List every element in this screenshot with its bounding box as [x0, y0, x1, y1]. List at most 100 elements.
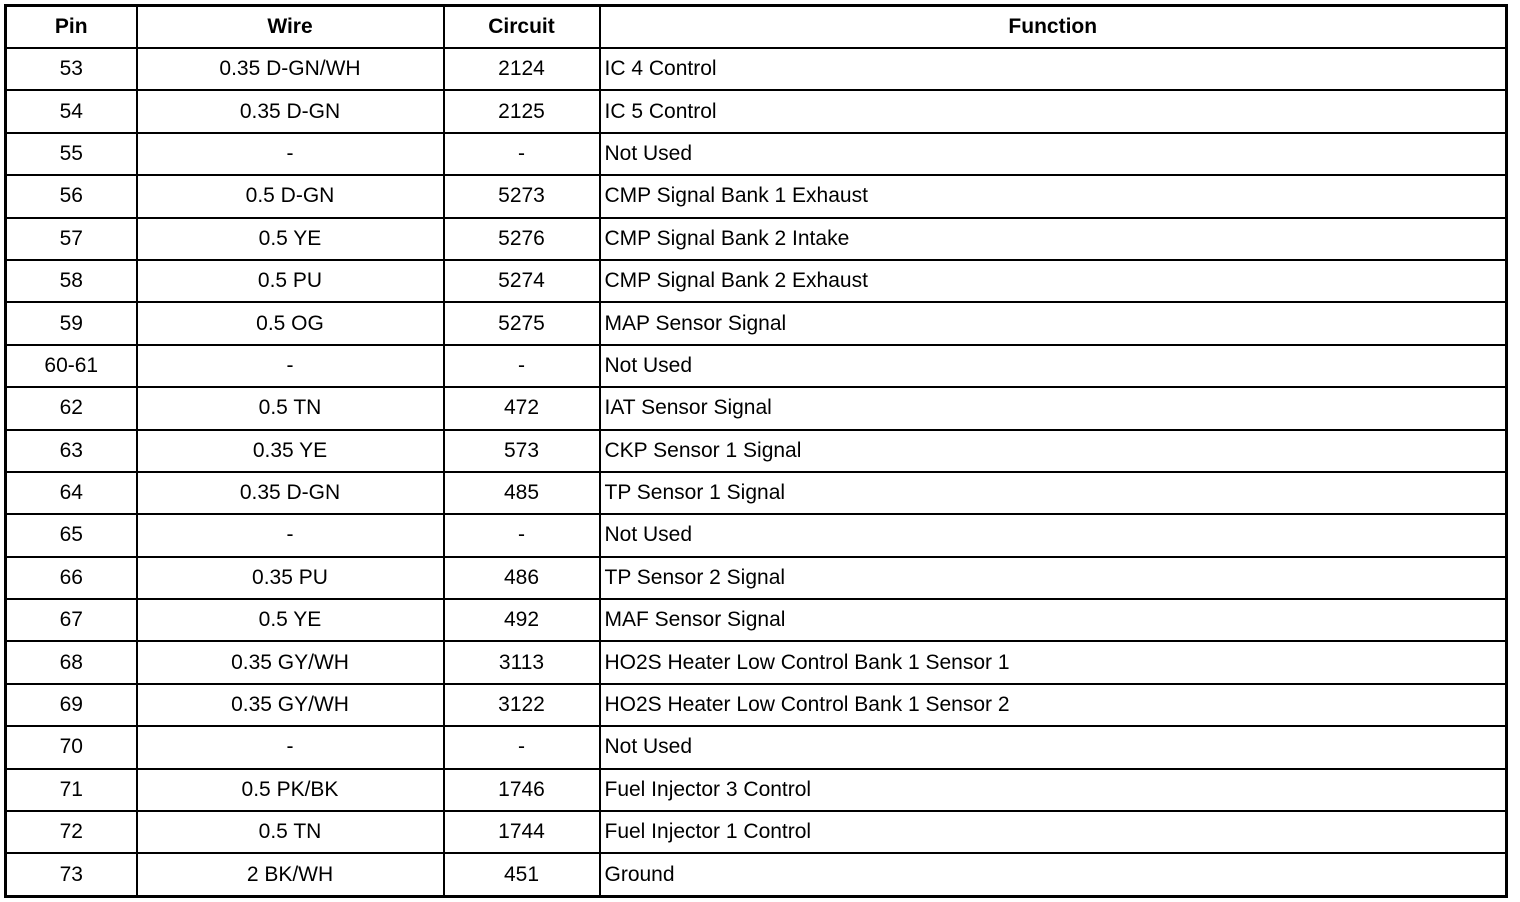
pin-cell: 63: [4, 428, 138, 473]
circuit-cell: -: [442, 131, 601, 177]
pin-cell: 55: [4, 131, 138, 177]
function-cell: Fuel Injector 1 Control: [598, 810, 1508, 855]
header-pin: Pin: [4, 4, 138, 49]
wire-cell: 0.5 OG: [135, 301, 445, 346]
pin-cell: 58: [4, 258, 138, 304]
function-cell: MAF Sensor Signal: [598, 598, 1508, 643]
function-cell: Not Used: [598, 725, 1508, 770]
circuit-cell: 472: [442, 386, 601, 431]
pin-cell: 56: [4, 174, 138, 219]
wire-cell: 0.5 TN: [135, 810, 445, 855]
wire-cell: 0.5 PU: [135, 258, 445, 304]
function-cell: Not Used: [598, 131, 1508, 177]
circuit-cell: -: [442, 513, 601, 558]
function-cell: CMP Signal Bank 2 Intake: [598, 216, 1508, 261]
circuit-cell: 573: [442, 428, 601, 473]
wire-cell: 0.35 D-GN: [135, 89, 445, 134]
wire-cell: 0.35 GY/WH: [135, 640, 445, 685]
table-row: 57 0.5 YE 5276 CMP Signal Bank 2 Intake: [4, 216, 1508, 261]
circuit-cell: 486: [442, 555, 601, 601]
table-row: 66 0.35 PU 486 TP Sensor 2 Signal: [4, 555, 1508, 601]
function-cell: Not Used: [598, 343, 1508, 389]
table-row: 70- - Not Used: [4, 725, 1508, 770]
table-row: 72 0.5 TN 1744 Fuel Injector 1 Control: [4, 810, 1508, 855]
circuit-cell: 5276: [442, 216, 601, 261]
pin-cell: 69: [4, 682, 138, 728]
pin-cell: 54: [4, 89, 138, 134]
pin-cell: 57: [4, 216, 138, 261]
table-row: 56 0.5 D-GN 5273 CMP Signal Bank 1 Exhaust: [4, 174, 1508, 219]
wire-cell: -: [135, 513, 445, 558]
function-cell: IC 4 Control: [598, 46, 1508, 92]
pin-cell: 62: [4, 386, 138, 431]
circuit-cell: 2124: [442, 46, 601, 92]
wire-cell: 0.5 PK/BK: [135, 767, 445, 813]
header-wire: Wire: [135, 4, 445, 49]
circuit-cell: -: [442, 343, 601, 389]
wire-cell: -: [135, 131, 445, 177]
pin-cell: 71: [4, 767, 138, 813]
function-cell: HO2S Heater Low Control Bank 1 Sensor 1: [598, 640, 1508, 685]
pin-cell: 70: [4, 725, 138, 770]
wire-cell: 0.5 TN: [135, 386, 445, 431]
circuit-cell: 2125: [442, 89, 601, 134]
pin-cell: 67: [4, 598, 138, 643]
function-cell: HO2S Heater Low Control Bank 1 Sensor 2: [598, 682, 1508, 728]
wire-cell: 0.5 YE: [135, 598, 445, 643]
pin-cell: 59: [4, 301, 138, 346]
wire-cell: 0.35 PU: [135, 555, 445, 601]
table-row: 68 0.35 GY/WH 3113 HO2S Heater Low Control …: [4, 640, 1508, 685]
pin-cell: 64: [4, 470, 138, 516]
function-cell: Not Used: [598, 513, 1508, 558]
wire-cell: 0.5 D-GN: [135, 174, 445, 219]
pin-cell: 65: [4, 513, 138, 558]
circuit-cell: 5273: [442, 174, 601, 219]
table-row: 60-61- - Not Used: [4, 343, 1508, 389]
circuit-cell: 3122: [442, 682, 601, 728]
circuit-cell: 451: [442, 852, 601, 898]
table-row: 55- - Not Used: [4, 131, 1508, 177]
function-cell: Fuel Injector 3 Control: [598, 767, 1508, 813]
function-cell: TP Sensor 2 Signal: [598, 555, 1508, 601]
function-cell: Ground: [598, 852, 1508, 898]
wire-cell: 0.35 YE: [135, 428, 445, 473]
function-cell: CMP Signal Bank 1 Exhaust: [598, 174, 1508, 219]
circuit-cell: 485: [442, 470, 601, 516]
circuit-cell: -: [442, 725, 601, 770]
header-circuit: Circuit: [442, 4, 601, 49]
function-cell: CMP Signal Bank 2 Exhaust: [598, 258, 1508, 304]
pin-cell: 66: [4, 555, 138, 601]
wire-cell: 0.5 YE: [135, 216, 445, 261]
circuit-cell: 1744: [442, 810, 601, 855]
function-cell: CKP Sensor 1 Signal: [598, 428, 1508, 473]
circuit-cell: 492: [442, 598, 601, 643]
wire-cell: 0.35 D-GN/WH: [135, 46, 445, 92]
function-cell: TP Sensor 1 Signal: [598, 470, 1508, 516]
table-row: 62 0.5 TN 472 IAT Sensor Signal: [4, 386, 1508, 431]
circuit-cell: 5275: [442, 301, 601, 346]
header-row: Pin Wire Circuit Function: [4, 4, 1508, 49]
table-row: 53 0.35 D-GN/WH 2124 IC 4 Control: [4, 46, 1508, 92]
pin-cell: 60-61: [4, 343, 138, 389]
pin-cell: 53: [4, 46, 138, 92]
table-row: 64 0.35 D-GN 485 TP Sensor 1 Signal: [4, 470, 1508, 516]
pinout-table: Pin Wire Circuit Function 53 0.35 D-GN/WH…: [4, 4, 1508, 898]
pin-cell: 73: [4, 852, 138, 898]
wire-cell: -: [135, 343, 445, 389]
table-row: 59 0.5 OG 5275 MAP Sensor Signal: [4, 301, 1508, 346]
pin-cell: 72: [4, 810, 138, 855]
table-row: 58 0.5 PU 5274 CMP Signal Bank 2 Exhaust: [4, 258, 1508, 304]
pin-cell: 68: [4, 640, 138, 685]
circuit-cell: 3113: [442, 640, 601, 685]
wire-cell: 2 BK/WH: [135, 852, 445, 898]
wire-cell: 0.35 GY/WH: [135, 682, 445, 728]
table-row: 63 0.35 YE 573 CKP Sensor 1 Signal: [4, 428, 1508, 473]
function-cell: IAT Sensor Signal: [598, 386, 1508, 431]
table-row: 67 0.5 YE 492 MAF Sensor Signal: [4, 598, 1508, 643]
wire-cell: 0.35 D-GN: [135, 470, 445, 516]
table-row: 65- - Not Used: [4, 513, 1508, 558]
table-row: 73 2 BK/WH 451 Ground: [4, 852, 1508, 898]
table-row: 71 0.5 PK/BK 1746 Fuel Injector 3 Control: [4, 767, 1508, 813]
circuit-cell: 1746: [442, 767, 601, 813]
function-cell: MAP Sensor Signal: [598, 301, 1508, 346]
